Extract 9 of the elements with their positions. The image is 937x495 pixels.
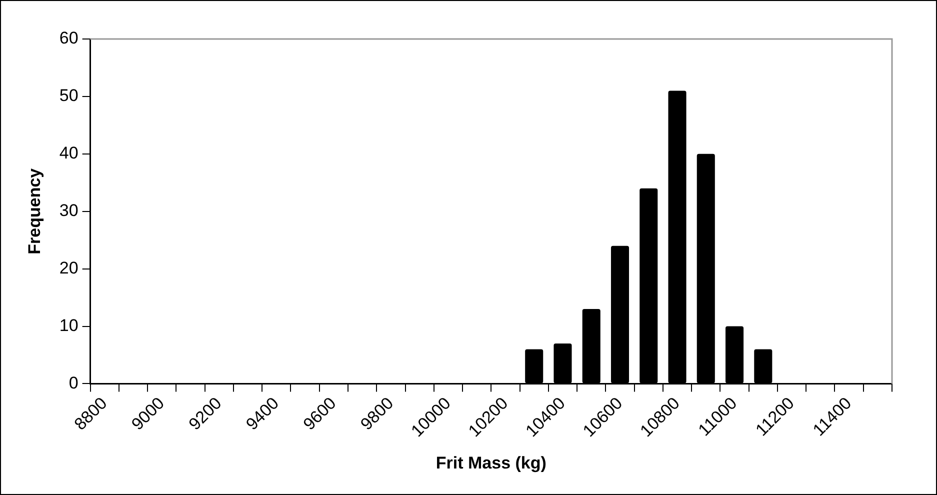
y-tick-label: 0 bbox=[68, 373, 78, 392]
y-tick-label: 30 bbox=[59, 201, 78, 220]
x-axis-title: Frit Mass (kg) bbox=[436, 453, 546, 472]
y-tick-label: 50 bbox=[59, 86, 78, 106]
y-tick-label: 10 bbox=[59, 316, 78, 335]
y-tick-label: 40 bbox=[59, 144, 78, 163]
y-axis-title: Frequency bbox=[24, 168, 44, 254]
y-tick-label: 60 bbox=[59, 28, 78, 48]
y-tick-label: 20 bbox=[59, 258, 78, 278]
